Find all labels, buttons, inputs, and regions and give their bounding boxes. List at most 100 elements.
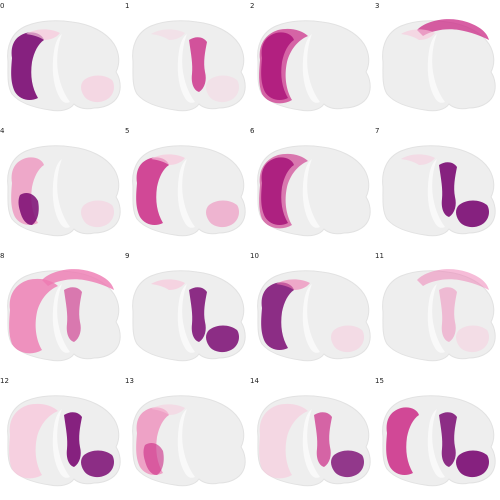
brain-panel-3: 3 [375, 0, 500, 125]
activation-region-top_arc [417, 19, 489, 40]
midline-sulcus [177, 284, 195, 353]
brain-slice-image [7, 395, 121, 487]
activation-region-cortex [386, 407, 419, 475]
activation-region-cortex_wide [9, 403, 59, 479]
brain-panel-1: 1 [125, 0, 250, 125]
brain-panel-4: 4 [0, 125, 125, 250]
activation-region-lower_left [143, 443, 164, 475]
midline-sulcus [302, 159, 320, 228]
activation-region-lower_left [18, 193, 39, 225]
activation-region-top_arc [42, 269, 114, 290]
midline-sulcus [177, 159, 195, 228]
brain-silhouette [382, 270, 496, 362]
activation-region-cortex [261, 282, 294, 350]
activation-region-deep [64, 287, 82, 342]
activation-region-deep [64, 412, 82, 467]
activation-region-deep [314, 412, 332, 467]
panel-index-label: 7 [375, 127, 380, 135]
panel-index-label: 4 [0, 127, 5, 135]
activation-region-deep [439, 162, 457, 217]
activation-region-deep [189, 287, 207, 342]
activation-region-cerebellum [81, 450, 114, 478]
panel-index-label: 15 [375, 377, 384, 385]
brain-silhouette [132, 20, 246, 112]
brain-panel-6: 6 [250, 125, 375, 250]
brain-panel-2: 2 [250, 0, 375, 125]
panel-index-label: 5 [125, 127, 130, 135]
activation-region-cerebellum [331, 325, 364, 353]
panel-index-label: 0 [0, 2, 5, 10]
brain-slice-image [132, 270, 246, 362]
activation-region-frontal [151, 154, 185, 165]
midline-sulcus [52, 34, 70, 103]
activation-region-cerebellum [206, 200, 239, 228]
brain-slice-image [382, 395, 496, 487]
midline-sulcus [52, 159, 70, 228]
activation-region-frontal [26, 29, 60, 40]
activation-region-deep [189, 37, 207, 92]
midline-sulcus [52, 409, 70, 478]
brain-slice-image [257, 20, 371, 112]
midline-sulcus [302, 409, 320, 478]
activation-region-cortex_wide [259, 153, 308, 229]
activation-region-cortex_wide [259, 403, 308, 479]
midline-sulcus [427, 159, 445, 228]
activation-region-frontal [151, 29, 185, 40]
midline-sulcus [427, 34, 445, 103]
activation-region-frontal [151, 279, 185, 290]
activation-region-cerebellum [81, 75, 114, 103]
midline-sulcus [302, 34, 320, 103]
midline-sulcus [302, 284, 320, 353]
brain-slice-image [382, 19, 496, 112]
brain-slice-image [382, 145, 496, 237]
brain-panel-5: 5 [125, 125, 250, 250]
brain-silhouette [382, 20, 496, 112]
panel-index-label: 13 [125, 377, 134, 385]
activation-region-frontal [401, 154, 435, 165]
panel-index-label: 14 [250, 377, 259, 385]
midline-sulcus [52, 284, 70, 353]
brain-slice-image [7, 145, 121, 237]
activation-region-cerebellum [456, 200, 489, 228]
brain-panel-10: 10 [250, 250, 375, 375]
brain-slice-image [382, 269, 496, 362]
midline-sulcus [427, 409, 445, 478]
brain-panel-15: 15 [375, 375, 500, 500]
brain-panel-8: 8 [0, 250, 125, 375]
midline-sulcus [177, 409, 195, 478]
brain-panel-14: 14 [250, 375, 375, 500]
panel-index-label: 6 [250, 127, 255, 135]
brain-slice-image [132, 145, 246, 237]
panel-index-label: 12 [0, 377, 9, 385]
activation-region-deep [439, 412, 457, 467]
activation-region-cerebellum [206, 75, 239, 103]
brain-slice-image [7, 269, 121, 362]
brain-panel-12: 12 [0, 375, 125, 500]
brain-panel-9: 9 [125, 250, 250, 375]
activation-region-top_arc [417, 269, 489, 290]
brain-panel-7: 7 [375, 125, 500, 250]
activation-region-cerebellum [81, 200, 114, 228]
panel-index-label: 2 [250, 2, 255, 10]
panel-index-label: 3 [375, 2, 380, 10]
panel-index-label: 8 [0, 252, 5, 260]
panel-index-label: 11 [375, 252, 384, 260]
panel-index-label: 9 [125, 252, 130, 260]
activation-region-deep [439, 287, 457, 342]
panel-index-label: 1 [125, 2, 130, 10]
brain-slice-image [257, 395, 371, 487]
midline-sulcus [427, 284, 445, 353]
activation-region-frontal [401, 29, 435, 40]
midline-sulcus [177, 34, 195, 103]
activation-region-cerebellum [456, 325, 489, 353]
brain-panel-0: 0 [0, 0, 125, 125]
brain-slice-image [257, 270, 371, 362]
brain-slice-image [132, 395, 246, 487]
activation-region-cortex [11, 32, 45, 101]
brain-panel-11: 11 [375, 250, 500, 375]
panel-index-label: 10 [250, 252, 259, 260]
activation-region-frontal [151, 404, 185, 415]
activation-region-cortex_wide [259, 28, 308, 104]
brain-slice-image [132, 20, 246, 112]
activation-region-cerebellum [456, 450, 489, 478]
